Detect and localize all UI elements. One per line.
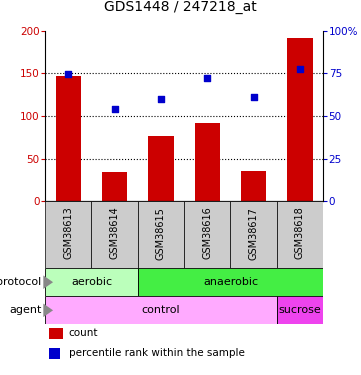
Bar	[287, 38, 313, 201]
Bar	[91, 201, 138, 268]
Text: GSM38618: GSM38618	[295, 207, 305, 260]
Bar	[45, 201, 91, 268]
Bar	[138, 268, 323, 296]
Text: GSM38616: GSM38616	[202, 207, 212, 260]
Text: GSM38617: GSM38617	[249, 207, 258, 260]
Bar	[102, 171, 127, 201]
Bar	[138, 201, 184, 268]
Bar	[45, 268, 138, 296]
Text: GDS1448 / 247218_at: GDS1448 / 247218_at	[104, 0, 257, 14]
Bar	[56, 76, 81, 201]
Text: control: control	[142, 305, 180, 315]
Bar	[195, 123, 220, 201]
Text: anaerobic: anaerobic	[203, 277, 258, 287]
Bar	[230, 201, 277, 268]
Point	[158, 96, 164, 102]
Bar	[184, 201, 230, 268]
Text: GSM38615: GSM38615	[156, 207, 166, 260]
Text: GSM38613: GSM38613	[63, 207, 73, 260]
Point	[251, 94, 256, 100]
Point	[65, 71, 71, 77]
Bar	[241, 171, 266, 201]
Bar	[277, 201, 323, 268]
Text: GSM38614: GSM38614	[110, 207, 119, 260]
Point	[204, 75, 210, 81]
Point	[297, 66, 303, 72]
Text: sucrose: sucrose	[279, 305, 321, 315]
Text: agent: agent	[9, 305, 42, 315]
Bar	[277, 296, 323, 324]
Bar	[45, 296, 277, 324]
Text: percentile rank within the sample: percentile rank within the sample	[69, 348, 244, 358]
Point	[112, 106, 118, 112]
Bar	[148, 136, 174, 201]
Text: aerobic: aerobic	[71, 277, 112, 287]
Text: protocol: protocol	[0, 277, 42, 287]
Text: count: count	[69, 328, 98, 338]
